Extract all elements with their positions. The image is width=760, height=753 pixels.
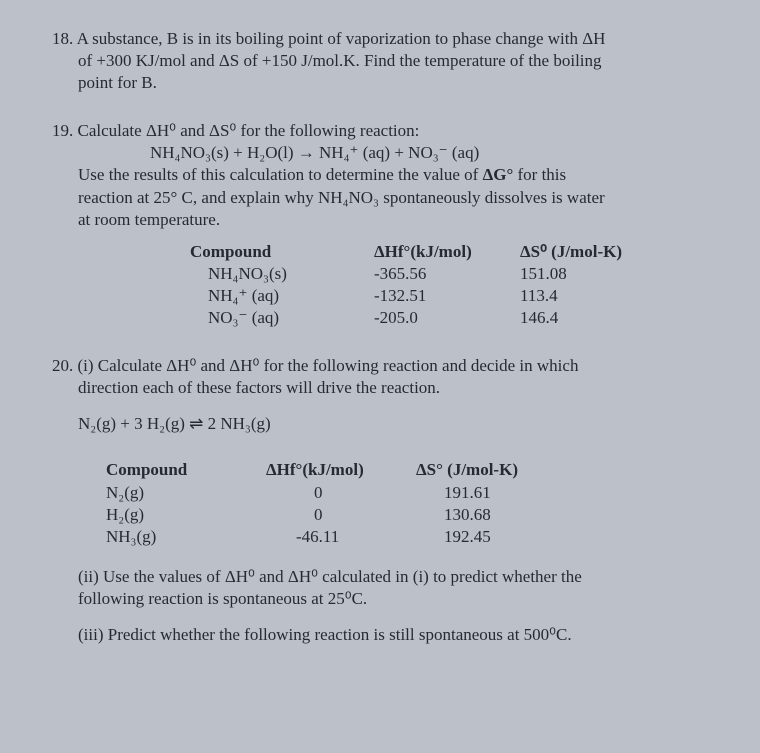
q20-i-l1-line: 20. (i) Calculate ΔH⁰ and ΔH⁰ for the fo… — [52, 355, 712, 377]
q19-l2: Use the results of this calculation to d… — [52, 164, 712, 186]
q18-number: 18. — [52, 29, 73, 48]
q19-r3c1: NO₃⁻ (aq) — [190, 307, 350, 329]
q20-r3c2: -46.11 — [266, 526, 416, 548]
q19-l2a: Use the results of this calculation to d… — [78, 165, 483, 184]
q19-equation: NH₄NO₃(s) + H₂O(l) → NH₄⁺ (aq) + NO₃⁻ (a… — [52, 142, 712, 164]
q19-r1c3: 151.08 — [510, 263, 670, 285]
q19-l4: at room temperature. — [52, 209, 712, 231]
q20-table: Compound ΔHf°(kJ/mol) ΔS° (J/mol-K) N₂(g… — [106, 459, 712, 547]
q18-text-l3: point for B. — [52, 72, 712, 94]
question-18: 18. A substance, B is in its boiling poi… — [52, 28, 712, 94]
q19-r3c3: 146.4 — [510, 307, 670, 329]
worksheet-page: 18. A substance, B is in its boiling poi… — [0, 0, 760, 700]
q20-r3c3: 192.45 — [416, 526, 556, 548]
spacer — [52, 610, 712, 624]
q20-ii-l2: following reaction is spontaneous at 25⁰… — [52, 588, 712, 610]
q19-table: Compound ΔHf°(kJ/mol) ΔS⁰ (J/mol-K) NH₄N… — [190, 241, 712, 329]
q20-th-compound: Compound — [106, 459, 266, 481]
q19-intro-line: 19. Calculate ΔH⁰ and ΔS⁰ for the follow… — [52, 120, 712, 142]
q20-r2c1: H₂(g) — [106, 504, 266, 526]
q20-th-dhf: ΔHf°(kJ/mol) — [266, 459, 416, 481]
question-19: 19. Calculate ΔH⁰ and ΔS⁰ for the follow… — [52, 120, 712, 329]
q20-r2c2: 0 — [266, 504, 416, 526]
question-20: 20. (i) Calculate ΔH⁰ and ΔH⁰ for the fo… — [52, 355, 712, 646]
q18-text-l1: A substance, B is in its boiling point o… — [77, 29, 606, 48]
q19-number: 19. — [52, 121, 73, 140]
spacer — [52, 552, 712, 566]
q20-ii-l1: (ii) Use the values of ΔH⁰ and ΔH⁰ calcu… — [52, 566, 712, 588]
q20-iii: (iii) Predict whether the following reac… — [52, 624, 712, 646]
q19-l2c: for this — [513, 165, 566, 184]
q19-r2c1: NH₄⁺ (aq) — [190, 285, 350, 307]
q20-r2c3: 130.68 — [416, 504, 556, 526]
q19-l3: reaction at 25° C, and explain why NH₄NO… — [52, 187, 712, 209]
q20-r1c2: 0 — [266, 482, 416, 504]
q19-delta-g: ΔG° — [483, 165, 514, 184]
q20-i-l1: (i) Calculate ΔH⁰ and ΔH⁰ for the follow… — [78, 356, 579, 375]
spacer — [52, 399, 712, 413]
q19-r2c3: 113.4 — [510, 285, 670, 307]
q19-intro: Calculate ΔH⁰ and ΔS⁰ for the following … — [78, 121, 420, 140]
q19-th-ds: ΔS⁰ (J/mol-K) — [510, 241, 670, 263]
q18-line1: 18. A substance, B is in its boiling poi… — [52, 28, 712, 50]
q19-r1c1: NH₄NO₃(s) — [190, 263, 350, 285]
q20-r1c1: N₂(g) — [106, 482, 266, 504]
q20-i-l2: direction each of these factors will dri… — [52, 377, 712, 399]
q20-number: 20. — [52, 356, 73, 375]
q19-r2c2: -132.51 — [350, 285, 510, 307]
q20-r1c3: 191.61 — [416, 482, 556, 504]
q19-r1c2: -365.56 — [350, 263, 510, 285]
spacer — [52, 435, 712, 449]
q19-th-dhf: ΔHf°(kJ/mol) — [350, 241, 510, 263]
q20-equation: N₂(g) + 3 H₂(g) ⇌ 2 NH₃(g) — [52, 413, 712, 435]
q18-text-l2: of +300 KJ/mol and ΔS of +150 J/mol.K. F… — [52, 50, 712, 72]
q19-th-compound: Compound — [190, 241, 350, 263]
q20-r3c1: NH₃(g) — [106, 526, 266, 548]
q20-th-ds: ΔS° (J/mol-K) — [416, 459, 556, 481]
q19-r3c2: -205.0 — [350, 307, 510, 329]
